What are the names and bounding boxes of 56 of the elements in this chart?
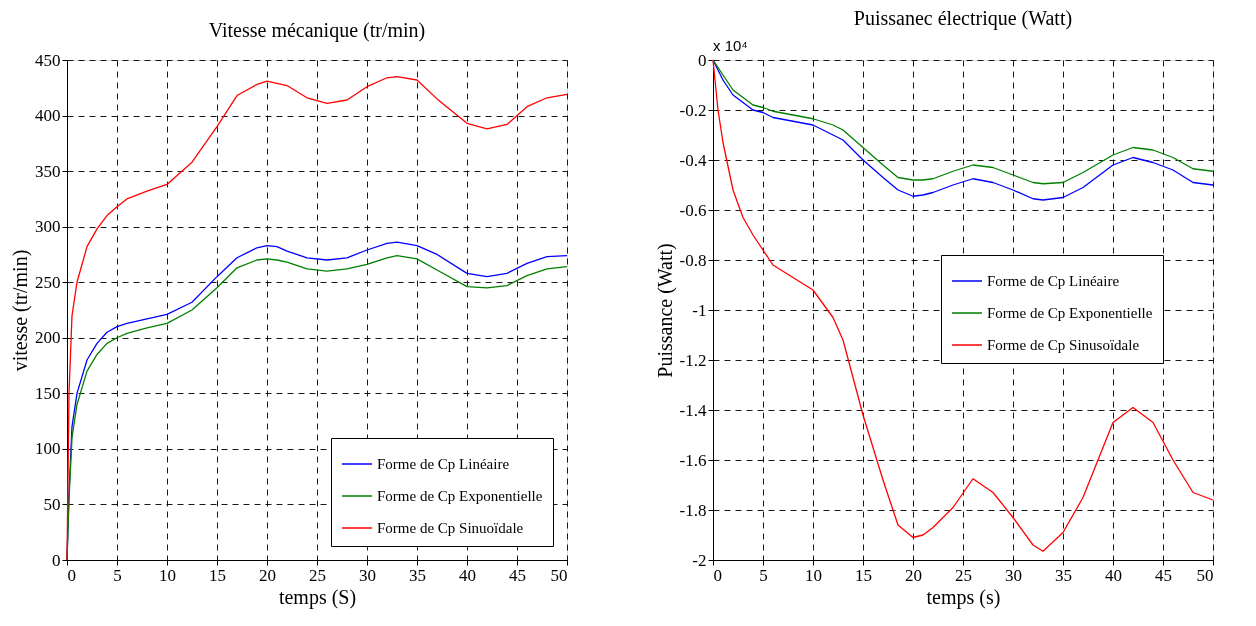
x-tick-label: 15 <box>855 565 872 585</box>
x-tick-label: 15 <box>209 565 226 585</box>
y-tick-label: 250 <box>35 272 61 292</box>
y-tick-label: -0.2 <box>679 100 707 120</box>
x-axis-title: temps (S) <box>278 585 357 609</box>
y-tick-label: -1 <box>692 300 707 320</box>
x-axis-title: temps (s) <box>926 585 1001 609</box>
y-axis-title: Puissance (Watt) <box>653 243 677 378</box>
x-tick-label: 25 <box>309 565 326 585</box>
text: x 10⁴ <box>713 37 748 54</box>
legend-label: Forme de Cp Sinuoïdale <box>377 520 524 536</box>
x-tick-label: 35 <box>409 565 426 585</box>
legend-label: Forme de Cp Exponentielle <box>987 305 1153 321</box>
y-tick-label: -2 <box>692 550 707 570</box>
y-tick-label: 300 <box>35 217 61 237</box>
y-tick-label: -1.4 <box>679 400 707 420</box>
x-tick-label: 25 <box>955 565 972 585</box>
x-tick-label: 30 <box>1005 565 1022 585</box>
x-tick-label: 10 <box>805 565 822 585</box>
legend-label: Forme de Cp Linéaire <box>987 273 1120 289</box>
legend-label: Forme de Cp Exponentielle <box>377 488 543 504</box>
x-tick-label: 40 <box>1105 565 1122 585</box>
y-tick-label: 100 <box>35 439 61 459</box>
x-tick-label: 5 <box>113 565 122 585</box>
y-tick-label: 0 <box>52 550 61 570</box>
y-axis-title: vitesse (tr/min) <box>9 249 32 372</box>
y-tick-label: 350 <box>35 161 61 181</box>
y-tick-label: -1.6 <box>679 450 707 470</box>
x-tick-label: 50 <box>1196 565 1214 585</box>
y-tick-label: -1.2 <box>679 350 707 370</box>
x-tick-label: 20 <box>905 565 922 585</box>
y-tick-label: 450 <box>35 50 61 70</box>
x-tick-label: 30 <box>359 565 376 585</box>
y-tick-label: 400 <box>35 106 61 126</box>
x-tick-label: 0 <box>713 565 722 585</box>
x-tick-label: 50 <box>550 565 568 585</box>
x-tick-label: 5 <box>759 565 768 585</box>
y-tick-label: 0 <box>698 50 707 70</box>
y-tick-label: 50 <box>43 494 61 514</box>
x-tick-label: 0 <box>67 565 76 585</box>
x-tick-label: 40 <box>459 565 476 585</box>
y-tick-label: -1.8 <box>679 500 707 520</box>
x-tick-label: 35 <box>1055 565 1072 585</box>
chart-title: Puissanec électrique (Watt) <box>853 7 1073 30</box>
y-tick-label: 150 <box>35 383 61 403</box>
chart-title: Vitesse mécanique (tr/min) <box>208 19 426 42</box>
x-tick-label: 10 <box>159 565 176 585</box>
x-tick-label: 45 <box>1155 565 1172 585</box>
y-tick-label: -0.8 <box>679 250 707 270</box>
x-tick-label: 20 <box>259 565 276 585</box>
y-tick-label: -0.4 <box>679 150 707 170</box>
y-tick-label: 200 <box>35 328 61 348</box>
legend-label: Forme de Cp Sinusoïdale <box>987 337 1140 353</box>
y-tick-label: -0.6 <box>679 200 707 220</box>
legend-label: Forme de Cp Linéaire <box>377 456 510 472</box>
x-tick-label: 45 <box>509 565 526 585</box>
